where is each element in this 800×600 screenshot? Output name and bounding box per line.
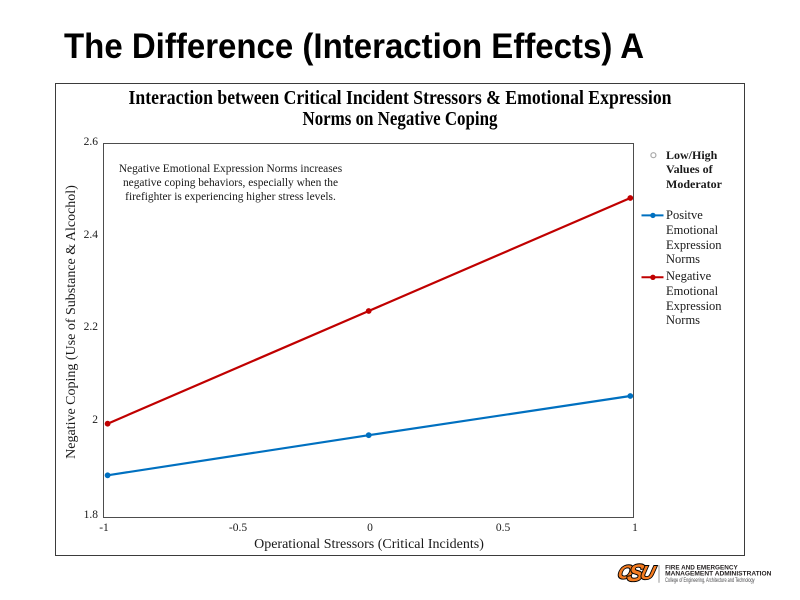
svg-text:MANAGEMENT ADMINISTRATION: MANAGEMENT ADMINISTRATION (665, 571, 772, 578)
svg-text:O: O (615, 563, 635, 584)
svg-text:College of Engineering, Archit: College of Engineering, Architecture and… (665, 578, 755, 584)
svg-text:U: U (638, 563, 658, 584)
svg-text:FIRE AND EMERGENCY: FIRE AND EMERGENCY (665, 565, 738, 572)
